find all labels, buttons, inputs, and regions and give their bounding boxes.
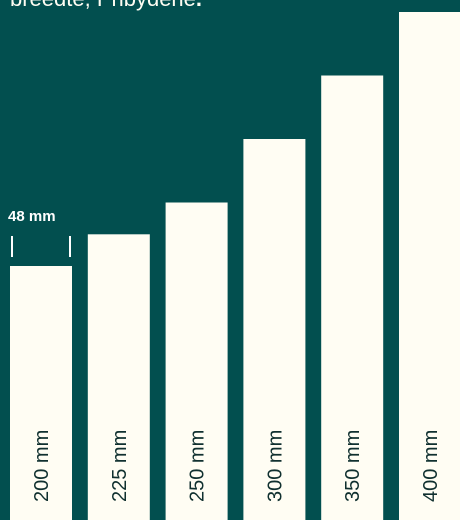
bar-6: [399, 12, 460, 520]
bar-4: [243, 139, 306, 520]
bar-label-5: 350 mm: [342, 430, 364, 502]
bar-2: [87, 234, 150, 520]
bars-group: 200 mm 225 mm 250 mm 300 mm 350 mm 400 mm: [10, 12, 460, 520]
bar-label-4: 300 mm: [264, 430, 286, 502]
bar-1: [10, 266, 72, 520]
width-annotation-label: 48 mm: [8, 208, 56, 225]
width-annotation: 48 mm: [8, 208, 71, 257]
chart-heading: breedte, Pribydene.: [10, 0, 202, 12]
bar-5: [321, 75, 384, 520]
bar-label-3: 250 mm: [187, 430, 209, 502]
bar-label-6: 400 mm: [420, 430, 442, 502]
bar-3: [165, 202, 228, 520]
bar-label-1: 200 mm: [31, 430, 53, 502]
chart-heading-dot: .: [196, 0, 202, 11]
chart-heading-text: breedte, Pribydene: [10, 0, 196, 11]
bar-label-2: 225 mm: [109, 430, 131, 502]
